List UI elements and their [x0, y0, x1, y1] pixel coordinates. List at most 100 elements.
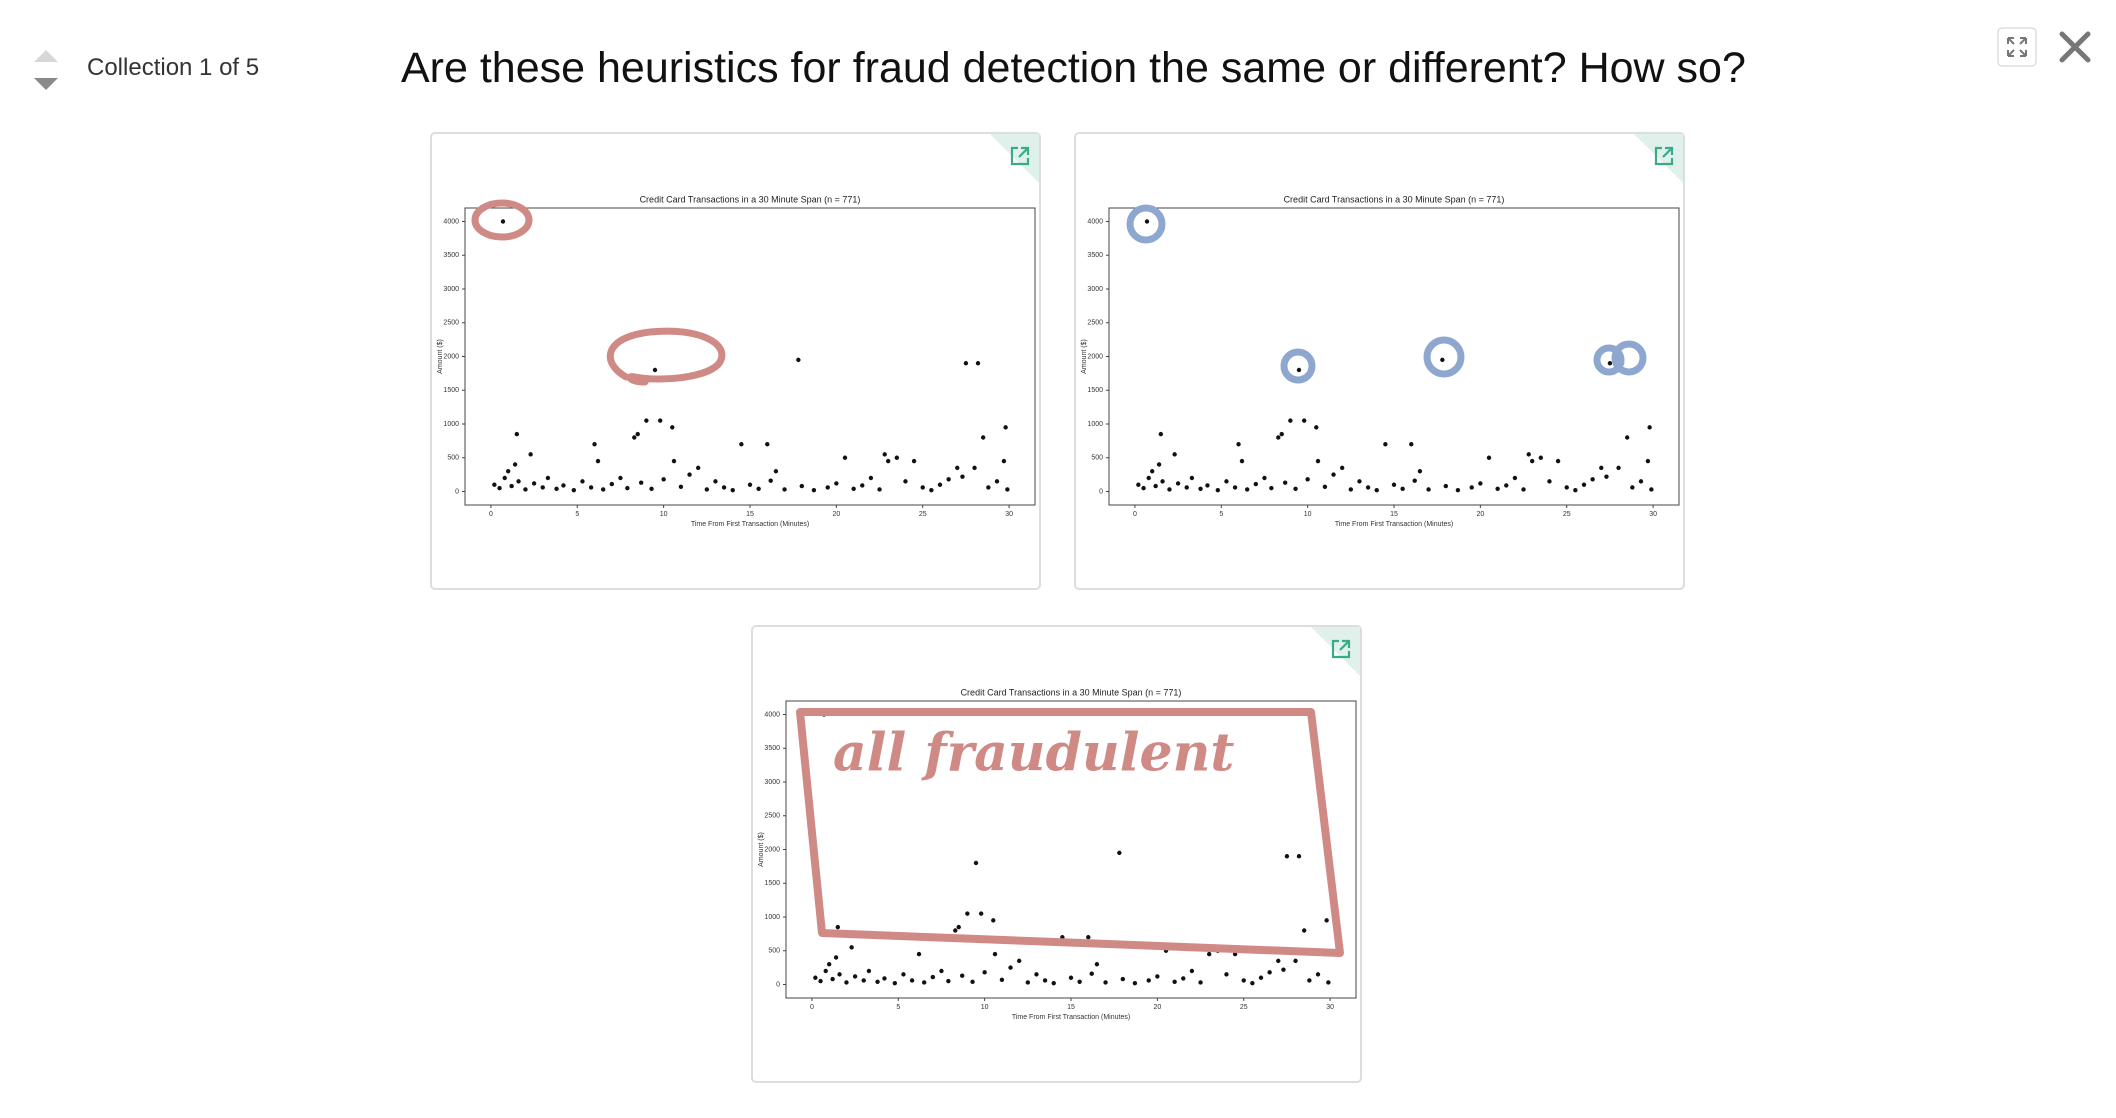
point: [939, 968, 944, 974]
point: [986, 485, 991, 490]
point: [1276, 435, 1281, 440]
point: [1239, 458, 1245, 464]
point: [747, 482, 753, 487]
x-tick-label: 10: [1304, 511, 1312, 518]
point: [1103, 980, 1108, 985]
next-arrow[interactable]: [34, 78, 58, 90]
point: [625, 485, 630, 491]
x-tick-label: 0: [489, 511, 493, 518]
point: [975, 361, 981, 366]
point: [813, 975, 818, 980]
point: [1077, 979, 1082, 984]
point: [1132, 980, 1138, 986]
point: [505, 469, 511, 474]
expand-icon: [2007, 37, 2027, 57]
point: [768, 478, 773, 483]
open-link-icon[interactable]: [1331, 639, 1351, 659]
point: [963, 361, 969, 366]
point: [1003, 425, 1008, 430]
x-tick-label: 20: [832, 511, 840, 518]
point: [1153, 483, 1158, 489]
point: [1205, 483, 1210, 488]
collection-nav[interactable]: [30, 44, 62, 100]
point: [909, 978, 915, 983]
point: [837, 972, 842, 977]
point: [554, 486, 559, 491]
card-chart: Credit Card Transactions in a 30 Minute …: [1074, 132, 1685, 590]
point: [1469, 485, 1474, 490]
point: [1412, 478, 1417, 483]
y-tick-label: 1000: [1087, 421, 1103, 428]
point: [528, 452, 533, 457]
y-tick-label: 2000: [1087, 353, 1103, 360]
point: [545, 475, 551, 481]
point: [1144, 219, 1150, 224]
point: [1284, 854, 1290, 859]
y-tick-label: 1500: [764, 880, 780, 887]
open-link-icon[interactable]: [1010, 146, 1030, 166]
point: [868, 475, 874, 481]
point: [1258, 975, 1264, 980]
point: [851, 486, 856, 491]
point: [509, 483, 514, 489]
point: [1282, 480, 1288, 485]
point: [580, 479, 585, 484]
point: [1117, 850, 1122, 856]
expand-button[interactable]: [1997, 27, 2037, 67]
point: [561, 483, 566, 488]
y-tick-label: 2500: [764, 813, 780, 820]
point: [592, 442, 597, 447]
point: [1581, 482, 1587, 487]
card[interactable]: Credit Card Transactions in a 30 Minute …: [430, 132, 1041, 590]
x-tick-label: 15: [1390, 511, 1398, 518]
point: [826, 962, 832, 967]
annotation-circle: [1423, 336, 1465, 378]
point: [1521, 487, 1526, 492]
point: [1267, 970, 1272, 975]
point: [1288, 418, 1293, 423]
card[interactable]: Credit Card Transactions in a 30 Minute …: [751, 625, 1362, 1083]
point: [1616, 465, 1621, 471]
annotation-circle: [1611, 340, 1647, 376]
card[interactable]: Credit Card Transactions in a 30 Minute …: [1074, 132, 1685, 590]
point: [657, 418, 663, 423]
card-chart: Credit Card Transactions in a 30 Minute …: [430, 132, 1041, 590]
point: [670, 425, 675, 430]
point: [946, 477, 951, 482]
point: [1296, 367, 1302, 373]
point: [588, 485, 594, 490]
prev-arrow[interactable]: [34, 50, 58, 62]
point: [1146, 978, 1151, 983]
x-tick-label: 5: [1219, 511, 1223, 518]
point: [834, 481, 839, 486]
point: [901, 972, 906, 977]
point: [1630, 485, 1635, 490]
point: [1089, 971, 1094, 976]
point: [1250, 980, 1255, 986]
point: [1409, 442, 1414, 447]
card-frame: [1074, 132, 1685, 590]
point: [875, 979, 880, 984]
point: [825, 485, 830, 490]
point: [1206, 951, 1212, 957]
point: [1624, 435, 1630, 440]
y-tick-label: 0: [776, 981, 780, 988]
point: [921, 980, 927, 985]
point: [704, 487, 710, 492]
close-button[interactable]: [2058, 30, 2092, 64]
point: [1025, 980, 1031, 985]
point: [937, 482, 943, 487]
point: [1181, 976, 1186, 981]
annotation-box: [796, 708, 1344, 957]
point: [595, 458, 601, 464]
point: [695, 465, 701, 471]
point: [1314, 425, 1319, 430]
open-link-icon[interactable]: [1654, 146, 1674, 166]
point: [730, 487, 735, 493]
point: [1604, 474, 1609, 479]
point: [1224, 479, 1229, 484]
point: [911, 458, 917, 464]
point: [960, 474, 965, 479]
point: [618, 475, 623, 481]
